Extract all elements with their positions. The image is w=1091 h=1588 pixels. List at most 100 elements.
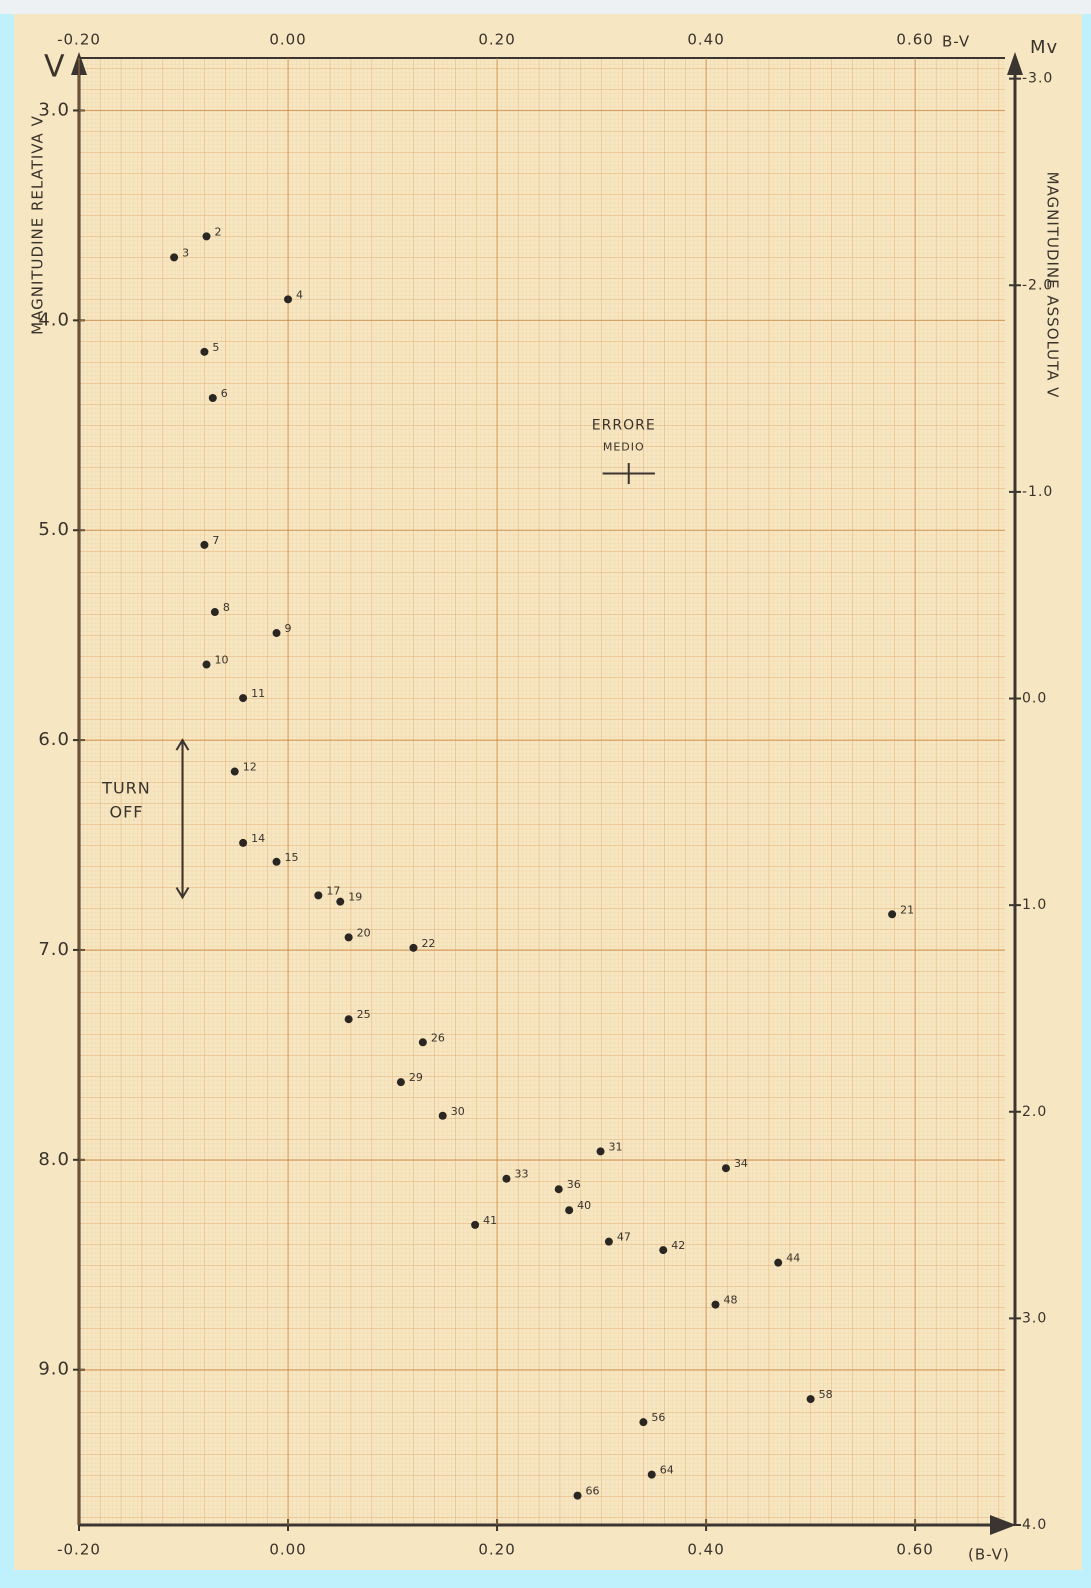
y-tick-label: 3.0 [38,99,70,120]
point [345,1015,353,1023]
turn-off-label: OFF [109,802,143,821]
point-label: 12 [243,761,257,774]
x-tick-label-top: 0.00 [269,31,306,49]
y2-tick-label: -1.0 [1022,484,1053,500]
point [888,910,896,918]
point-label: 20 [357,926,371,939]
y-tick-label: 8.0 [38,1149,70,1170]
point-label: 3 [182,246,189,259]
point [605,1238,613,1246]
point [397,1078,405,1086]
y-tick-label: 4.0 [38,309,70,330]
point-label: 5 [212,341,219,354]
point-label: 10 [215,654,229,667]
point [639,1418,647,1426]
point-label: 42 [671,1239,685,1252]
y2-tick-label: 2.0 [1022,1104,1047,1120]
point-label: 36 [567,1178,581,1191]
point-label: 15 [285,851,299,864]
paper-grid-major [79,58,1005,1525]
point-label: 6 [221,387,228,400]
y2-tick-label: 1.0 [1022,897,1047,913]
point [314,891,322,899]
point-label: 11 [251,687,265,700]
x-label: B-V [942,33,970,51]
point-label: 31 [609,1140,623,1153]
point-label: 40 [577,1199,591,1212]
error-label: ERRORE [592,418,656,434]
y-tick-label: 9.0 [38,1359,70,1380]
chart: V Mv B-V (B-V) MAGNITUDINE RELATIVA V MA… [0,0,1091,1588]
x-tick-label: 0.40 [687,1541,724,1559]
point [239,839,247,847]
top-strip [0,0,1091,14]
point [419,1038,427,1046]
point-label: 8 [223,601,230,614]
point [722,1164,730,1172]
point-label: 30 [451,1105,465,1118]
point [597,1147,605,1155]
y2-tick-label: -2.0 [1022,277,1053,293]
point-label: 7 [212,534,219,547]
point [471,1221,479,1229]
x-tick-label: -0.20 [57,1541,101,1559]
point [648,1471,656,1479]
point [659,1246,667,1254]
point [273,629,281,637]
y-tick-label: 5.0 [38,519,70,540]
point [774,1259,782,1267]
y2-tick-label: 0.0 [1022,691,1047,707]
point-label: 21 [900,903,914,916]
point [574,1492,582,1500]
page: V Mv B-V (B-V) MAGNITUDINE RELATIVA V MA… [0,0,1091,1588]
point-label: 25 [357,1008,371,1021]
point [200,541,208,549]
point-label: 64 [660,1464,674,1477]
x-tick-label-top: -0.20 [57,31,101,49]
point-label: 33 [514,1168,528,1181]
point-label: 41 [483,1214,497,1227]
point-label: 48 [723,1294,737,1307]
error-label: MEDIO [603,441,645,454]
point-label: 14 [251,832,265,845]
point [565,1206,573,1214]
point [555,1185,563,1193]
y2-tick-label: 4.0 [1022,1517,1047,1533]
x-label-bottom: (B-V) [968,1546,1010,1564]
x-tick-label-top: 0.40 [687,31,724,49]
point-label: 29 [409,1071,423,1084]
point [807,1395,815,1403]
point [284,295,292,303]
x-tick-label: 0.20 [478,1541,515,1559]
y-label: MAGNITUDINE RELATIVA V [29,115,47,335]
x-tick-label: 0.60 [896,1541,933,1559]
point [336,898,344,906]
point [239,694,247,702]
point-label: 4 [296,288,303,301]
point [203,232,211,240]
y2-symbol: Mv [1030,37,1058,58]
point [502,1175,510,1183]
point [231,768,239,776]
y2-tick-label: -3.0 [1022,71,1053,87]
point-label: 47 [617,1231,631,1244]
y-tick-label: 7.0 [38,939,70,960]
point-label: 2 [215,225,222,238]
turn-off-label: TURN [101,778,151,797]
point [170,253,178,261]
point-label: 44 [786,1252,800,1265]
point [200,348,208,356]
x-tick-label-top: 0.20 [478,31,515,49]
point [273,858,281,866]
x-tick-label-top: 0.60 [896,31,933,49]
point-label: 66 [586,1485,600,1498]
point [211,608,219,616]
point-label: 9 [285,622,292,635]
y2-tick-label: 3.0 [1022,1310,1047,1326]
point [409,944,417,952]
point-label: 56 [651,1411,665,1424]
point-label: 26 [431,1031,445,1044]
point-label: 19 [348,891,362,904]
point-label: 22 [421,937,435,950]
x-tick-label: 0.00 [269,1541,306,1559]
